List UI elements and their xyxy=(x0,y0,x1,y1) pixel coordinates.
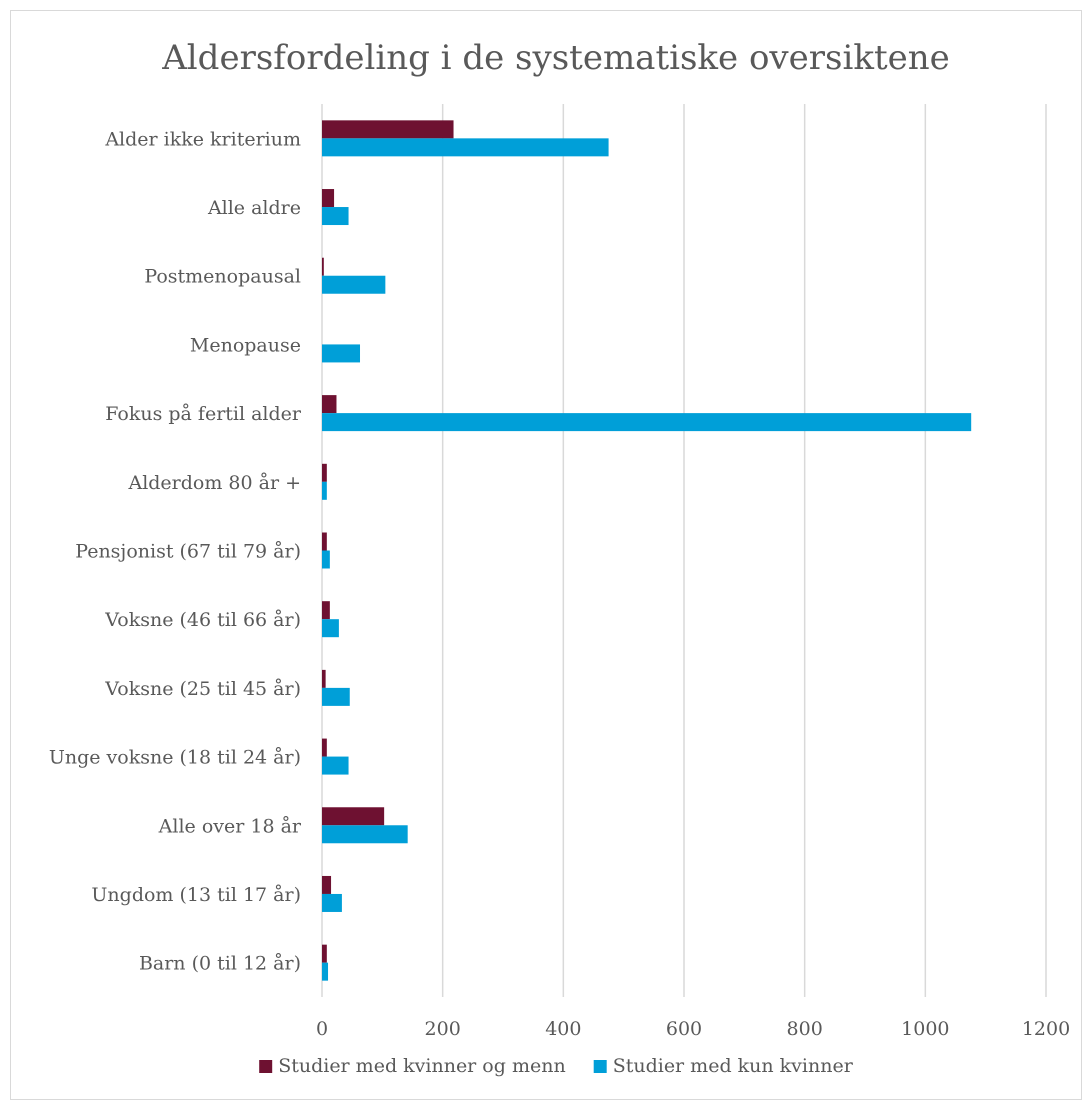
bar-studier-med-kvinner-og-menn-ungdom-13-til-17-r xyxy=(322,875,332,894)
bar-studier-med-kun-kvinner-pensjonist-67-til-79-r xyxy=(322,550,330,569)
bar-studier-med-kvinner-og-menn-alle-aldre xyxy=(322,189,335,208)
bar-studier-med-kun-kvinner-unge-voksne-18-til-24-r xyxy=(322,756,349,775)
bars xyxy=(322,120,972,981)
x-tick-label-1200: 1200 xyxy=(1022,1018,1070,1040)
bar-studier-med-kvinner-og-menn-alderdom-80-r xyxy=(322,463,327,482)
bar-studier-med-kvinner-og-menn-barn-0-til-12-r xyxy=(322,944,327,963)
bar-studier-med-kun-kvinner-ungdom-13-til-17-r xyxy=(322,893,342,912)
legend-label-studier-med-kvinner-og-menn: Studier med kvinner og menn xyxy=(278,1055,566,1077)
bar-studier-med-kun-kvinner-alderdom-80-r xyxy=(322,481,327,500)
gridlines xyxy=(321,104,1047,997)
bar-studier-med-kun-kvinner-postmenopausal xyxy=(322,275,386,294)
chart-frame xyxy=(10,10,1082,1100)
bar-studier-med-kun-kvinner-barn-0-til-12-r xyxy=(322,962,329,981)
bar-studier-med-kun-kvinner-voksne-25-til-45-r xyxy=(322,687,350,706)
x-tick-label-400: 400 xyxy=(545,1018,581,1040)
bar-studier-med-kvinner-og-menn-voksne-25-til-45-r xyxy=(322,669,326,688)
x-tick-label-200: 200 xyxy=(425,1018,461,1040)
category-label-ungdom-13-til-17-r: Ungdom (13 til 17 år) xyxy=(91,884,301,906)
category-label-postmenopausal: Postmenopausal xyxy=(144,266,301,288)
x-tick-label-1000: 1000 xyxy=(901,1018,949,1040)
bar-studier-med-kun-kvinner-voksne-46-til-66-r xyxy=(322,619,339,638)
bar-studier-med-kvinner-og-menn-alder-ikke-kriterium xyxy=(322,120,454,139)
bar-studier-med-kvinner-og-menn-pensjonist-67-til-79-r xyxy=(322,532,327,551)
bar-studier-med-kvinner-og-menn-unge-voksne-18-til-24-r xyxy=(322,738,327,757)
category-label-barn-0-til-12-r: Barn (0 til 12 år) xyxy=(139,953,301,975)
legend-swatch-studier-med-kvinner-og-menn xyxy=(259,1060,273,1073)
bar-studier-med-kvinner-og-menn-alle-over-18-r xyxy=(322,807,385,826)
category-labels: Alder ikke kriterium Alle aldre Postmenopa… xyxy=(49,128,302,974)
category-label-alderdom-80-r: Alderdom 80 år + xyxy=(127,472,301,494)
x-tick-label-800: 800 xyxy=(787,1018,823,1040)
category-label-pensjonist-67-til-79-r: Pensjonist (67 til 79 år) xyxy=(75,541,301,563)
category-label-unge-voksne-18-til-24-r: Unge voksne (18 til 24 år) xyxy=(49,747,301,769)
bar-studier-med-kun-kvinner-menopause xyxy=(322,344,361,363)
bar-studier-med-kvinner-og-menn-postmenopausal xyxy=(322,257,324,276)
legend-swatch-studier-med-kun-kvinner xyxy=(593,1060,607,1073)
category-label-alle-over-18-r: Alle over 18 år xyxy=(158,815,302,837)
bar-studier-med-kvinner-og-menn-fokus-p-fertil-alder xyxy=(322,395,337,414)
x-tick-label-0: 0 xyxy=(316,1018,328,1040)
category-label-alle-aldre: Alle aldre xyxy=(207,197,301,219)
bar-studier-med-kun-kvinner-fokus-p-fertil-alder xyxy=(322,413,972,432)
chart-title: Aldersfordeling i de systematiske oversi… xyxy=(161,38,950,78)
x-axis-ticks: 0 200 400 600 800 1000 1200 xyxy=(316,1018,1070,1040)
bar-studier-med-kvinner-og-menn-voksne-46-til-66-r xyxy=(322,601,330,620)
legend: Studier med kvinner og menn Studier med k… xyxy=(259,1055,854,1077)
bar-studier-med-kun-kvinner-alder-ikke-kriterium xyxy=(322,138,609,157)
bar-studier-med-kun-kvinner-alle-aldre xyxy=(322,207,349,226)
bar-studier-med-kun-kvinner-alle-over-18-r xyxy=(322,825,408,844)
category-label-voksne-25-til-45-r: Voksne (25 til 45 år) xyxy=(104,678,301,700)
legend-label-studier-med-kun-kvinner: Studier med kun kvinner xyxy=(613,1055,854,1077)
category-label-voksne-46-til-66-r: Voksne (46 til 66 år) xyxy=(104,609,301,631)
x-tick-label-600: 600 xyxy=(666,1018,702,1040)
category-label-alder-ikke-kriterium: Alder ikke kriterium xyxy=(104,128,301,150)
category-label-menopause: Menopause xyxy=(190,334,301,356)
category-label-fokus-p-fertil-alder: Fokus på fertil alder xyxy=(105,403,302,425)
